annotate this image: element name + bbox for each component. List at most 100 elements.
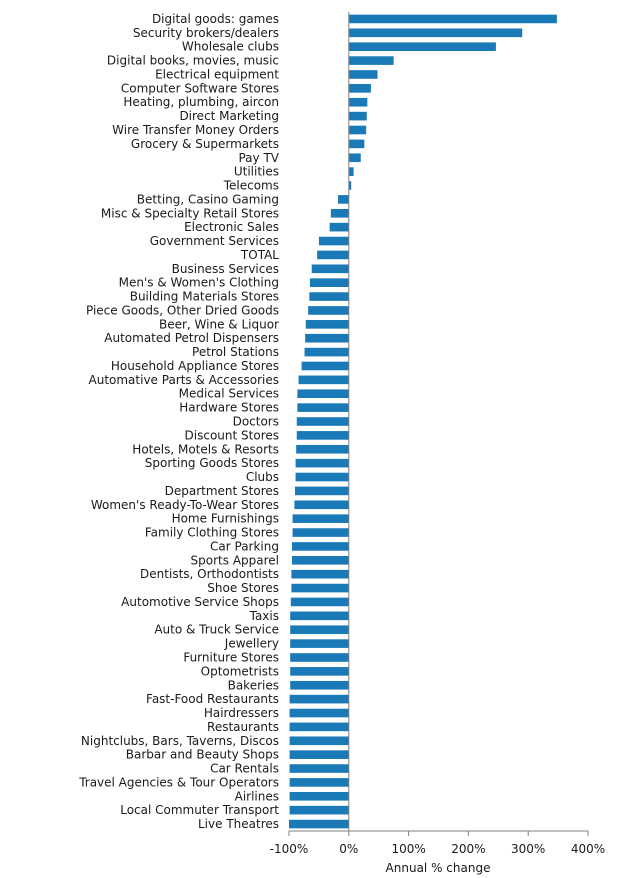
category-label: Taxis <box>249 609 279 623</box>
bar <box>290 625 349 635</box>
category-label: Sports Apparel <box>191 553 279 567</box>
bar <box>292 528 349 537</box>
category-label: Electrical equipment <box>155 67 279 81</box>
category-label: Family Clothing Stores <box>145 526 279 540</box>
bar <box>289 778 349 787</box>
category-label: Wholesale clubs <box>182 40 279 54</box>
category-label: Pay TV <box>238 151 279 165</box>
category-label: Sporting Goods Stores <box>145 456 279 470</box>
bar <box>309 278 349 287</box>
category-label: Computer Software Stores <box>121 81 279 95</box>
bar <box>291 542 349 551</box>
category-label: Hotels, Motels & Resorts <box>132 442 279 456</box>
bar <box>305 333 349 343</box>
x-tick-label: 200% <box>451 842 485 856</box>
bar <box>294 486 349 496</box>
bar <box>289 694 349 704</box>
bar <box>348 111 367 121</box>
bar <box>289 764 349 773</box>
bar <box>348 139 365 149</box>
bar <box>290 639 349 648</box>
category-label: Clubs <box>246 470 279 484</box>
category-label: Discount Stores <box>185 428 279 442</box>
bar <box>348 42 496 52</box>
category-label: Building Materials Stores <box>130 290 279 304</box>
bar <box>289 722 349 732</box>
category-label: Hardware Stores <box>179 401 279 415</box>
category-label: Department Stores <box>165 484 279 498</box>
category-label: Utilities <box>234 165 279 179</box>
bar <box>291 556 349 565</box>
category-label: Government Services <box>150 234 279 248</box>
category-label: Restaurants <box>207 720 279 734</box>
bar <box>295 458 349 468</box>
category-label: Automated Petrol Dispensers <box>104 331 279 345</box>
bar <box>309 292 349 301</box>
bar <box>348 167 354 176</box>
bar <box>348 97 368 107</box>
category-label: Women's Ready-To-Wear Stores <box>91 498 279 512</box>
bar <box>298 375 349 385</box>
bar <box>297 403 349 412</box>
category-label: Misc & Specialty Retail Stores <box>101 206 279 220</box>
bar <box>290 667 349 676</box>
x-tick-label: 400% <box>571 842 605 856</box>
category-label: Wire Transfer Money Orders <box>112 123 279 137</box>
bar <box>348 153 361 163</box>
x-tick-label: 300% <box>511 842 545 856</box>
bar <box>294 500 349 510</box>
bar <box>290 680 349 690</box>
bar <box>301 361 349 371</box>
bar <box>292 514 349 523</box>
x-tick-label: 100% <box>391 842 425 856</box>
category-label: Betting, Casino Gaming <box>137 192 279 206</box>
category-label: Automotive Service Shops <box>121 595 279 609</box>
category-label: Nightclubs, Bars, Taverns, Discos <box>81 734 279 748</box>
category-label: Grocery & Supermarkets <box>131 137 279 151</box>
category-label: Men's & Women's Clothing <box>119 276 279 290</box>
category-label: Live Theatres <box>198 817 279 831</box>
category-label: Travel Agencies & Tour Operators <box>78 775 279 789</box>
bar <box>290 597 349 607</box>
bar <box>296 444 349 454</box>
category-label: Auto & Truck Service <box>154 623 279 637</box>
bar <box>318 236 349 246</box>
category-label: Security brokers/dealers <box>133 26 279 40</box>
bar <box>291 583 349 593</box>
category-label: Jewellery <box>224 637 279 651</box>
bar <box>348 181 352 190</box>
category-label: Digital goods: games <box>152 12 279 26</box>
bar <box>289 805 349 815</box>
category-label: Bakeries <box>228 678 279 692</box>
category-label: Beer, Wine & Liquor <box>159 317 279 331</box>
bar <box>290 653 349 662</box>
category-label: TOTAL <box>240 248 279 262</box>
x-axis-title: Annual % change <box>386 861 491 875</box>
category-label: Doctors <box>233 415 279 429</box>
bar <box>289 750 349 759</box>
bar <box>348 56 394 65</box>
bar <box>348 84 371 93</box>
bar <box>296 417 349 426</box>
bar <box>338 195 349 204</box>
bar <box>296 431 349 440</box>
bar <box>290 611 349 621</box>
category-label: Direct Marketing <box>179 109 279 123</box>
category-label: Home Furnishings <box>172 512 279 526</box>
bar <box>348 125 367 135</box>
bar <box>291 569 349 579</box>
category-label: Furniture Stores <box>183 650 279 664</box>
category-label: Optometrists <box>201 664 279 678</box>
category-label: Heating, plumbing, aircon <box>123 95 279 109</box>
bar <box>305 320 349 329</box>
category-label: Airlines <box>235 789 279 803</box>
x-tick-label: 0% <box>339 842 358 856</box>
bar <box>308 306 349 315</box>
bar <box>348 14 557 24</box>
bar <box>329 222 349 232</box>
bar <box>348 70 378 79</box>
bar <box>289 819 349 829</box>
bar <box>289 708 349 718</box>
category-label: Telecoms <box>223 179 279 193</box>
category-label: Medical Services <box>179 387 279 401</box>
